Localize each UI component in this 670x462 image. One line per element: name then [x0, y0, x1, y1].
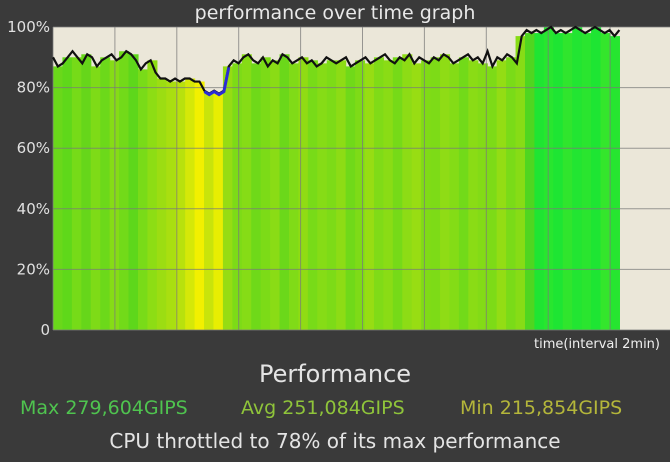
band — [458, 57, 469, 331]
y-tick-label: 0 — [40, 321, 50, 339]
band — [270, 60, 281, 330]
band — [119, 51, 130, 331]
performance-heading: Performance — [258, 360, 412, 388]
grid-layer — [52, 26, 670, 331]
band — [288, 63, 300, 331]
avg-stat: Avg 251,084GIPS — [241, 397, 405, 419]
y-tick-label: 60% — [17, 139, 50, 157]
band — [62, 57, 73, 331]
chart-title: performance over time graph — [194, 2, 476, 24]
band — [572, 27, 583, 330]
band — [232, 63, 243, 331]
band — [81, 54, 92, 331]
band — [600, 33, 611, 331]
band — [100, 57, 111, 331]
band — [609, 36, 620, 331]
band — [487, 66, 498, 330]
band — [222, 66, 233, 330]
band — [449, 63, 460, 331]
band — [166, 81, 177, 330]
band — [421, 60, 432, 330]
band — [411, 63, 422, 331]
band — [53, 66, 64, 330]
band — [543, 27, 554, 330]
band — [251, 63, 262, 331]
band — [440, 54, 451, 331]
band — [496, 60, 507, 330]
band — [506, 57, 517, 331]
band — [430, 57, 441, 331]
band — [204, 93, 215, 330]
band — [591, 27, 602, 330]
band — [71, 57, 82, 331]
band — [392, 57, 403, 331]
min-stat: Min 215,854GIPS — [460, 397, 623, 419]
band — [477, 63, 488, 331]
band — [147, 60, 158, 330]
band — [402, 54, 413, 331]
throttle-text: CPU throttled to 78% of its max performa… — [109, 429, 561, 453]
band — [137, 69, 148, 331]
series-line — [52, 25, 621, 95]
y-tick-label: 20% — [17, 260, 50, 278]
band — [279, 54, 290, 331]
band — [336, 60, 347, 330]
band — [317, 63, 328, 331]
bands-layer — [53, 27, 620, 331]
band — [90, 66, 101, 330]
band — [175, 81, 186, 330]
band — [373, 57, 384, 331]
band — [298, 57, 309, 331]
band — [553, 33, 564, 331]
band — [307, 60, 318, 330]
band — [345, 66, 356, 330]
y-tick-label: 100% — [7, 18, 50, 36]
y-axis-ticks: 0 20% 40% 60% 80% 100% — [7, 18, 50, 339]
band — [534, 33, 545, 331]
band — [185, 78, 196, 330]
band — [468, 60, 479, 330]
band — [156, 78, 167, 330]
y-tick-label: 80% — [17, 79, 50, 97]
band — [581, 33, 592, 331]
band — [194, 81, 205, 330]
band — [524, 33, 536, 331]
band — [364, 63, 375, 331]
band — [355, 60, 366, 330]
band — [326, 60, 337, 330]
band — [383, 60, 394, 330]
x-axis-label: time(interval 2min) — [534, 337, 660, 352]
band — [128, 54, 139, 331]
max-stat: Max 279,604GIPS — [20, 397, 188, 419]
band — [515, 36, 526, 331]
throttle-marker — [203, 67, 231, 97]
band — [241, 54, 252, 331]
band — [260, 57, 271, 331]
y-tick-label: 40% — [17, 200, 50, 218]
band — [213, 93, 224, 330]
band — [562, 33, 573, 331]
